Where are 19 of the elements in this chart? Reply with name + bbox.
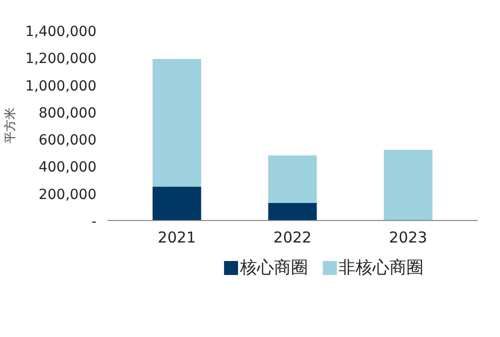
y-axis-title: 平方米 bbox=[3, 108, 18, 144]
y-tick-label: 400,000 bbox=[38, 160, 97, 176]
x-tick-label: 2022 bbox=[273, 228, 312, 246]
y-tick-label: 800,000 bbox=[38, 105, 97, 122]
y-tick-label: - bbox=[91, 214, 97, 230]
bar bbox=[268, 202, 317, 220]
legend-label: 核心商圈 bbox=[238, 258, 308, 278]
y-tick-label: 1,000,000 bbox=[25, 78, 97, 94]
bar bbox=[268, 155, 317, 203]
x-tick-label: 2021 bbox=[158, 228, 196, 246]
y-tick-label: 1,400,000 bbox=[25, 24, 97, 40]
bar bbox=[152, 59, 202, 187]
bar bbox=[152, 186, 202, 220]
y-tick-label: 1,200,000 bbox=[25, 51, 97, 68]
legend-label: 非核心商圈 bbox=[338, 258, 424, 278]
x-tick-label: 2023 bbox=[389, 228, 428, 246]
y-tick-label: 600,000 bbox=[38, 132, 97, 149]
y-tick-label: 200,000 bbox=[38, 186, 97, 203]
bar bbox=[384, 150, 432, 220]
